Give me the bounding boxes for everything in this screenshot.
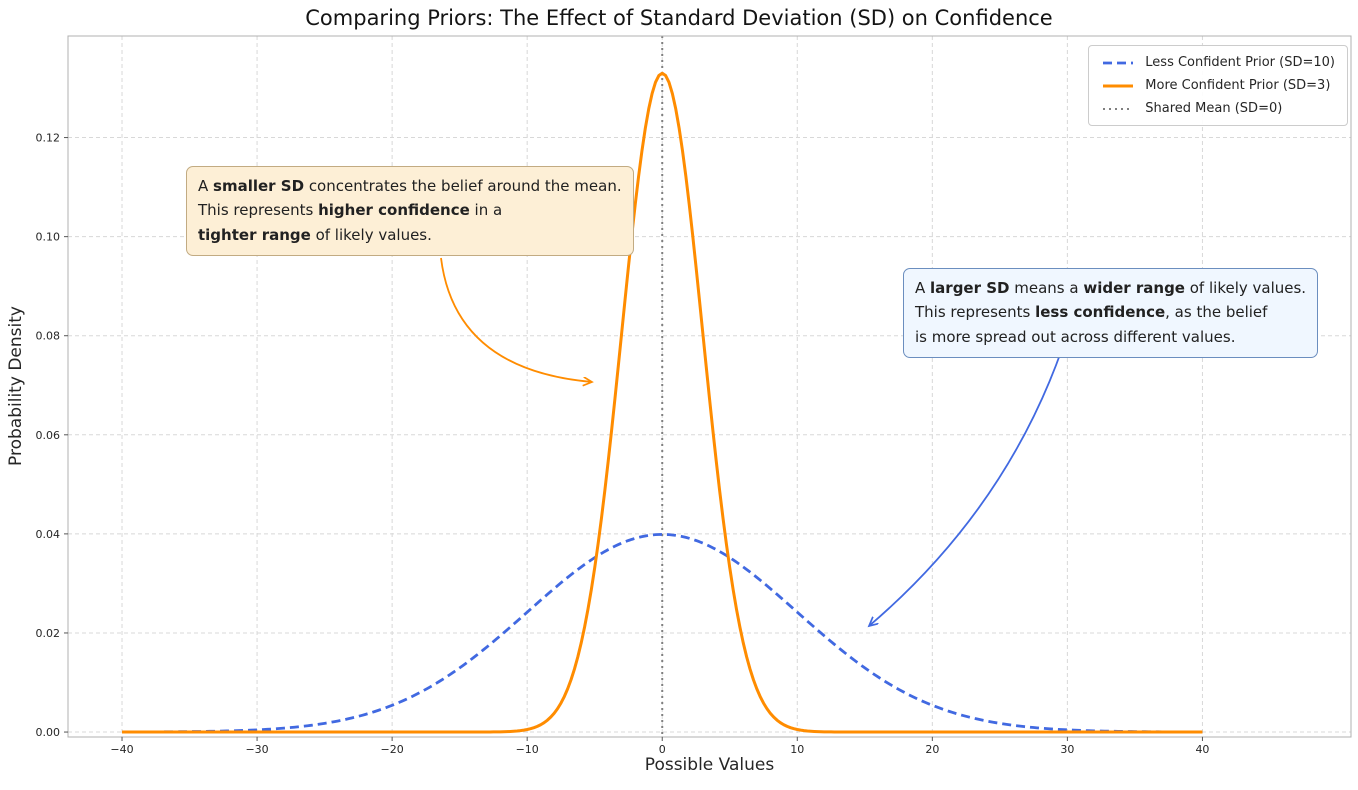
annotation-arrow bbox=[440, 257, 592, 382]
legend-line-sample bbox=[1103, 61, 1134, 64]
series-line-0 bbox=[122, 533, 1203, 734]
y-axis-label: Probability Density bbox=[6, 306, 26, 466]
annotation-text: This represents bbox=[915, 303, 1036, 322]
annotation-line: This represents higher confidence in a bbox=[198, 198, 622, 222]
x-tick-label: 40 bbox=[1195, 743, 1209, 756]
annotation-text: A bbox=[198, 177, 214, 195]
x-tick-label: 10 bbox=[790, 743, 804, 756]
y-tick-label: 0.08 bbox=[36, 330, 61, 343]
series-line-1 bbox=[122, 71, 1203, 734]
annotation-line: tighter range of likely values. bbox=[198, 223, 622, 247]
annotation-text-bold: tighter range bbox=[198, 225, 311, 244]
annotation-text: means a bbox=[1009, 279, 1084, 297]
annotation-line: This represents less confidence, as the … bbox=[915, 300, 1306, 324]
legend-line-sample bbox=[1103, 84, 1134, 87]
x-tick-label: 0 bbox=[659, 743, 666, 756]
y-tick-label: 0.12 bbox=[36, 132, 61, 145]
annotation-line: A larger SD means a wider range of likel… bbox=[915, 276, 1306, 300]
x-axis-label: Possible Values bbox=[644, 755, 775, 775]
annotation-text: This represents bbox=[198, 201, 319, 220]
legend-item: Less Confident Prior (SD=10) bbox=[1101, 55, 1335, 70]
x-tick-label: −30 bbox=[245, 743, 268, 756]
legend-label: More Confident Prior (SD=3) bbox=[1145, 78, 1331, 93]
y-tick-label: 0.06 bbox=[36, 429, 61, 442]
legend-item: Shared Mean (SD=0) bbox=[1101, 101, 1335, 116]
annotation-text: , as the belief bbox=[1165, 303, 1268, 322]
annotation-text-bold: less confidence bbox=[1035, 303, 1166, 322]
x-tick-label: −10 bbox=[516, 743, 539, 756]
y-tick-label: 0.00 bbox=[36, 726, 61, 739]
annotation-text-bold: wider range bbox=[1083, 279, 1185, 297]
legend-line-sample bbox=[1103, 107, 1134, 110]
x-tick-label: −40 bbox=[110, 743, 133, 756]
legend-label: Less Confident Prior (SD=10) bbox=[1145, 55, 1335, 70]
annotation-text-bold: larger SD bbox=[930, 279, 1010, 297]
annotation-text: concentrates the belief around the mean. bbox=[304, 177, 622, 195]
chart-title: Comparing Priors: The Effect of Standard… bbox=[305, 6, 1053, 30]
larger-sd-note: A larger SD means a wider range of likel… bbox=[903, 268, 1319, 358]
x-tick-label: −20 bbox=[381, 743, 404, 756]
annotation-text: of likely values. bbox=[310, 225, 432, 244]
legend-label: Shared Mean (SD=0) bbox=[1145, 101, 1283, 116]
annotation-text-bold: higher confidence bbox=[318, 201, 470, 220]
x-tick-label: 20 bbox=[925, 743, 939, 756]
annotation-text: in a bbox=[469, 201, 503, 220]
plot-frame bbox=[67, 35, 1352, 738]
annotation-line: A smaller SD concentrates the belief aro… bbox=[198, 174, 622, 198]
annotation-arrow bbox=[869, 348, 1063, 626]
y-tick-label: 0.02 bbox=[36, 627, 61, 640]
annotation-text: of likely values. bbox=[1184, 279, 1307, 297]
annotation-text: is more spread out across different valu… bbox=[915, 327, 1236, 346]
legend-item: More Confident Prior (SD=3) bbox=[1101, 78, 1335, 93]
smaller-sd-note: A smaller SD concentrates the belief aro… bbox=[186, 166, 634, 256]
annotation-line: is more spread out across different valu… bbox=[915, 325, 1306, 349]
legend: Less Confident Prior (SD=10) More Confide… bbox=[1088, 45, 1348, 126]
annotation-text-bold: smaller SD bbox=[213, 177, 305, 195]
x-tick-label: 30 bbox=[1060, 743, 1074, 756]
y-tick-label: 0.10 bbox=[36, 231, 61, 244]
y-tick-label: 0.04 bbox=[36, 528, 61, 541]
annotation-text: A bbox=[915, 279, 931, 297]
